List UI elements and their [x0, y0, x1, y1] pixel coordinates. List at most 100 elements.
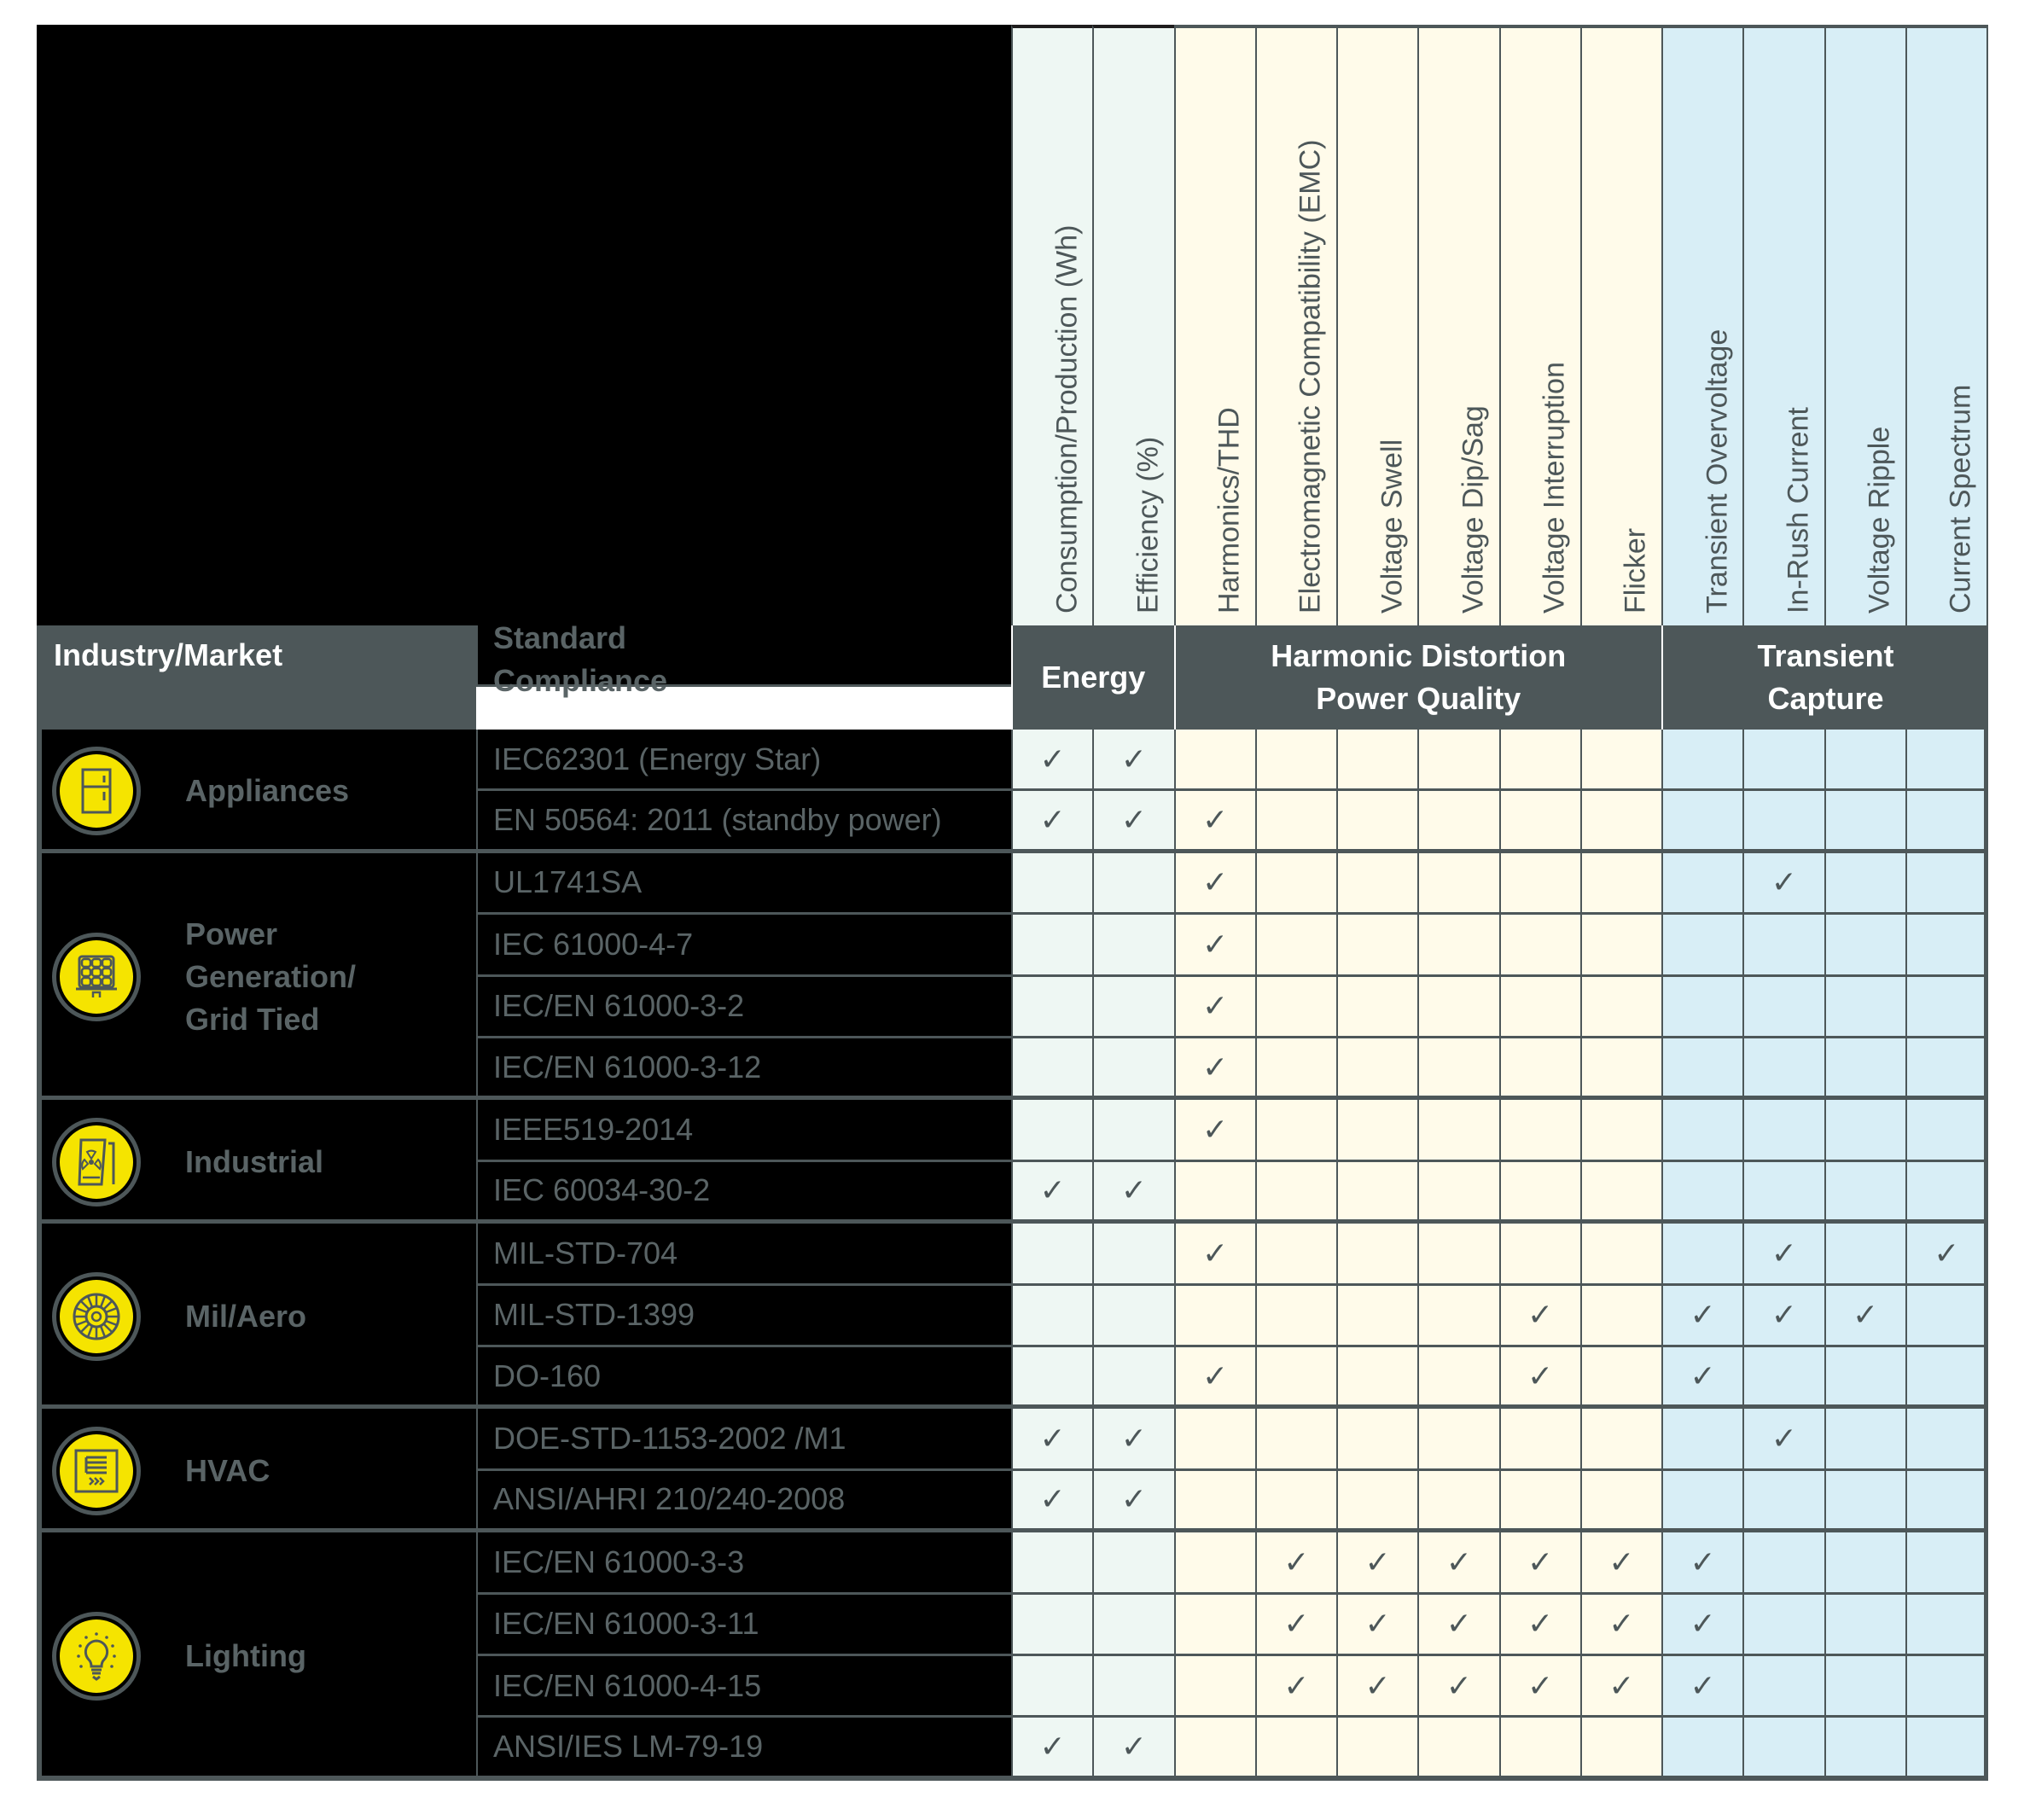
empty-cell [1254, 1718, 1336, 1780]
check-icon-cell: ✓ [1092, 1470, 1174, 1533]
column-header-label: Harmonics/THD [1213, 407, 1246, 613]
check-icon-cell: ✓ [1661, 1347, 1743, 1410]
column-header: Efficiency (%) [1092, 25, 1174, 625]
check-icon-cell: ✓ [1661, 1594, 1743, 1656]
empty-cell [1661, 976, 1743, 1038]
industry-cell: Power Generation/Grid Tied [37, 852, 476, 1101]
empty-cell [1905, 791, 1986, 853]
check-icon-cell: ✓ [1173, 1224, 1255, 1286]
check-icon-cell: ✓ [1011, 1718, 1093, 1780]
empty-cell [1173, 1409, 1255, 1471]
empty-cell [1336, 791, 1418, 853]
column-header: Voltage Interruption [1498, 25, 1580, 625]
empty-cell [1011, 852, 1093, 916]
nuclear-plant-icon [52, 1117, 141, 1207]
check-icon-cell: ✓ [1579, 1532, 1661, 1595]
standard-name: MIL-STD-1399 [476, 1285, 1011, 1347]
empty-cell [1336, 1224, 1418, 1286]
empty-cell [1824, 791, 1905, 853]
check-icon-cell: ✓ [1092, 791, 1174, 853]
empty-cell [1011, 1100, 1093, 1162]
empty-cell [1579, 1285, 1661, 1347]
column-header: Harmonics/THD [1173, 25, 1255, 625]
empty-cell [1092, 1285, 1174, 1347]
empty-cell [1824, 1594, 1905, 1656]
empty-cell [1498, 1038, 1580, 1101]
empty-cell [1579, 1347, 1661, 1410]
standard-name: MIL-STD-704 [476, 1224, 1011, 1286]
empty-cell [1498, 730, 1580, 792]
empty-cell [1579, 730, 1661, 792]
column-header-label: Efficiency (%) [1131, 436, 1165, 613]
check-icon-cell: ✓ [1579, 1656, 1661, 1718]
standard-name: ANSI/IES LM-79-19 [476, 1718, 1011, 1780]
industry-name: Mil/Aero [185, 1298, 307, 1334]
industry-cell: Lighting [37, 1532, 476, 1780]
column-header-label: Voltage Ripple [1863, 426, 1896, 613]
industry-cell: Industrial [37, 1100, 476, 1224]
empty-cell [1336, 915, 1418, 977]
empty-cell [1742, 1161, 1824, 1224]
empty-cell [1417, 1409, 1499, 1471]
empty-cell [1254, 1285, 1336, 1347]
empty-cell [1661, 1470, 1743, 1533]
empty-cell [1905, 1161, 1986, 1224]
empty-cell [1661, 1161, 1743, 1224]
empty-cell [1254, 976, 1336, 1038]
column-header-label: Flicker [1619, 527, 1652, 613]
standard-name: IEEE519-2014 [476, 1100, 1011, 1162]
empty-cell [1579, 1161, 1661, 1224]
empty-cell [1579, 791, 1661, 853]
industry-cell: Appliances [37, 730, 476, 853]
check-icon-cell: ✓ [1011, 791, 1093, 853]
empty-cell [1579, 1470, 1661, 1533]
column-header: Flicker [1579, 25, 1661, 625]
empty-cell [1579, 976, 1661, 1038]
empty-cell [1092, 1100, 1174, 1162]
standard-label-line2: Compliance [493, 662, 668, 698]
check-icon-cell: ✓ [1254, 1532, 1336, 1595]
column-header-label: Voltage Dip/Sag [1457, 405, 1490, 613]
empty-cell [1011, 1532, 1093, 1595]
empty-cell [1661, 915, 1743, 977]
empty-cell [1579, 1718, 1661, 1780]
empty-cell [1661, 791, 1743, 853]
empty-cell [1742, 1470, 1824, 1533]
empty-cell [1092, 1038, 1174, 1101]
column-header: Consumption/Production (Wh) [1011, 25, 1093, 625]
empty-cell [1173, 1594, 1255, 1656]
check-icon-cell: ✓ [1417, 1532, 1499, 1595]
empty-cell [1417, 915, 1499, 977]
empty-cell [1498, 915, 1580, 977]
check-icon-cell: ✓ [1742, 1409, 1824, 1471]
check-icon-cell: ✓ [1254, 1656, 1336, 1718]
empty-cell [1336, 1285, 1418, 1347]
empty-cell [1905, 1409, 1986, 1471]
check-icon-cell: ✓ [1661, 1285, 1743, 1347]
empty-cell [1092, 852, 1174, 916]
empty-cell [1011, 976, 1093, 1038]
empty-cell [1742, 1347, 1824, 1410]
empty-cell [1905, 1656, 1986, 1718]
empty-cell [1498, 791, 1580, 853]
check-icon-cell: ✓ [1742, 1224, 1824, 1286]
empty-cell [1905, 1100, 1986, 1162]
empty-cell [1417, 1038, 1499, 1101]
empty-cell [1092, 1532, 1174, 1595]
empty-cell [1092, 976, 1174, 1038]
empty-cell [1498, 1100, 1580, 1162]
empty-cell [1417, 1470, 1499, 1533]
column-header: Transient Overvoltage [1661, 25, 1743, 625]
empty-cell [1417, 1224, 1499, 1286]
check-icon-cell: ✓ [1092, 1409, 1174, 1471]
check-icon-cell: ✓ [1092, 1161, 1174, 1224]
check-icon-cell: ✓ [1498, 1594, 1580, 1656]
standard-name: IEC 61000-4-7 [476, 915, 1011, 977]
industry-cell: HVAC [37, 1409, 476, 1533]
empty-cell [1905, 730, 1986, 792]
empty-cell [1173, 1161, 1255, 1224]
empty-cell [1905, 1470, 1986, 1533]
empty-cell [1336, 1038, 1418, 1101]
check-icon-cell: ✓ [1336, 1656, 1418, 1718]
empty-cell [1742, 1532, 1824, 1595]
